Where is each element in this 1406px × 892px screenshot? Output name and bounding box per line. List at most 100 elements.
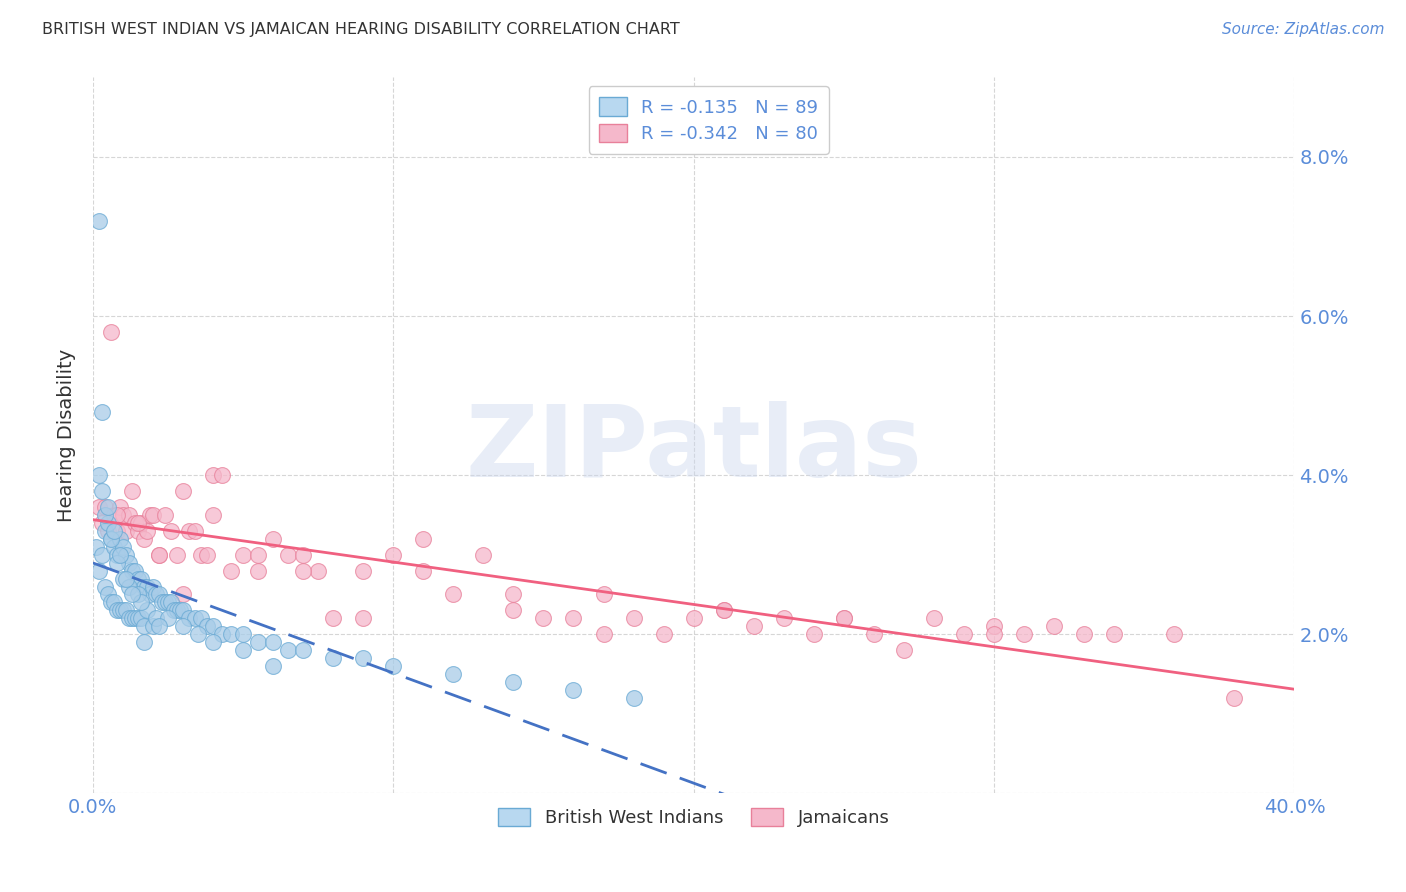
Point [713, 603, 735, 617]
Point [412, 532, 434, 546]
Point [94, 580, 117, 594]
Point [441, 587, 464, 601]
Point [139, 587, 162, 601]
Point [150, 595, 173, 609]
Point [502, 603, 524, 617]
Point [172, 603, 194, 617]
Point [1223, 690, 1246, 705]
Point [352, 651, 374, 665]
Point [111, 508, 134, 522]
Legend: British West Indians, Jamaicans: British West Indians, Jamaicans [491, 801, 897, 834]
Point [103, 524, 125, 538]
Point [153, 508, 176, 522]
Point [115, 548, 138, 562]
Point [124, 516, 146, 530]
Point [142, 580, 165, 594]
Point [100, 595, 122, 609]
Point [247, 564, 270, 578]
Point [129, 516, 152, 530]
Point [533, 611, 555, 625]
Point [121, 484, 143, 499]
Point [190, 548, 212, 562]
Point [148, 548, 170, 562]
Point [100, 325, 122, 339]
Point [983, 619, 1005, 633]
Point [94, 508, 117, 522]
Point [382, 659, 405, 673]
Point [211, 627, 233, 641]
Point [652, 627, 675, 641]
Point [201, 508, 224, 522]
Point [277, 643, 299, 657]
Point [115, 603, 138, 617]
Point [160, 595, 183, 609]
Point [105, 508, 128, 522]
Point [129, 595, 152, 609]
Point [1043, 619, 1066, 633]
Point [232, 627, 254, 641]
Point [166, 548, 188, 562]
Text: Source: ZipAtlas.com: Source: ZipAtlas.com [1222, 22, 1385, 37]
Point [195, 619, 218, 633]
Point [135, 580, 157, 594]
Point [190, 611, 212, 625]
Point [97, 500, 120, 514]
Point [142, 508, 165, 522]
Point [84, 540, 107, 554]
Point [121, 587, 143, 601]
Point [412, 564, 434, 578]
Point [118, 611, 141, 625]
Point [184, 524, 207, 538]
Point [121, 611, 143, 625]
Point [111, 572, 134, 586]
Point [177, 611, 200, 625]
Point [247, 635, 270, 649]
Point [352, 564, 374, 578]
Point [156, 595, 179, 609]
Point [623, 611, 645, 625]
Point [108, 603, 131, 617]
Point [562, 682, 585, 697]
Point [135, 524, 157, 538]
Point [115, 524, 138, 538]
Point [201, 468, 224, 483]
Point [111, 603, 134, 617]
Point [211, 468, 233, 483]
Point [127, 516, 149, 530]
Point [108, 500, 131, 514]
Text: ZIPatlas: ZIPatlas [465, 401, 922, 499]
Point [201, 619, 224, 633]
Point [124, 564, 146, 578]
Text: BRITISH WEST INDIAN VS JAMAICAN HEARING DISABILITY CORRELATION CHART: BRITISH WEST INDIAN VS JAMAICAN HEARING … [42, 22, 681, 37]
Point [184, 611, 207, 625]
Point [163, 603, 186, 617]
Point [111, 540, 134, 554]
Point [105, 603, 128, 617]
Point [100, 532, 122, 546]
Point [262, 532, 284, 546]
Point [292, 548, 315, 562]
Point [139, 508, 162, 522]
Point [90, 548, 112, 562]
Point [127, 611, 149, 625]
Point [292, 564, 315, 578]
Point [132, 635, 155, 649]
Point [105, 556, 128, 570]
Point [232, 548, 254, 562]
Point [172, 619, 194, 633]
Point [87, 468, 110, 483]
Point [322, 611, 344, 625]
Point [172, 484, 194, 499]
Point [103, 540, 125, 554]
Point [129, 611, 152, 625]
Point [219, 627, 242, 641]
Point [108, 548, 131, 562]
Point [105, 548, 128, 562]
Point [322, 651, 344, 665]
Point [87, 500, 110, 514]
Point [87, 564, 110, 578]
Point [103, 595, 125, 609]
Point [292, 643, 315, 657]
Point [142, 619, 165, 633]
Point [1073, 627, 1095, 641]
